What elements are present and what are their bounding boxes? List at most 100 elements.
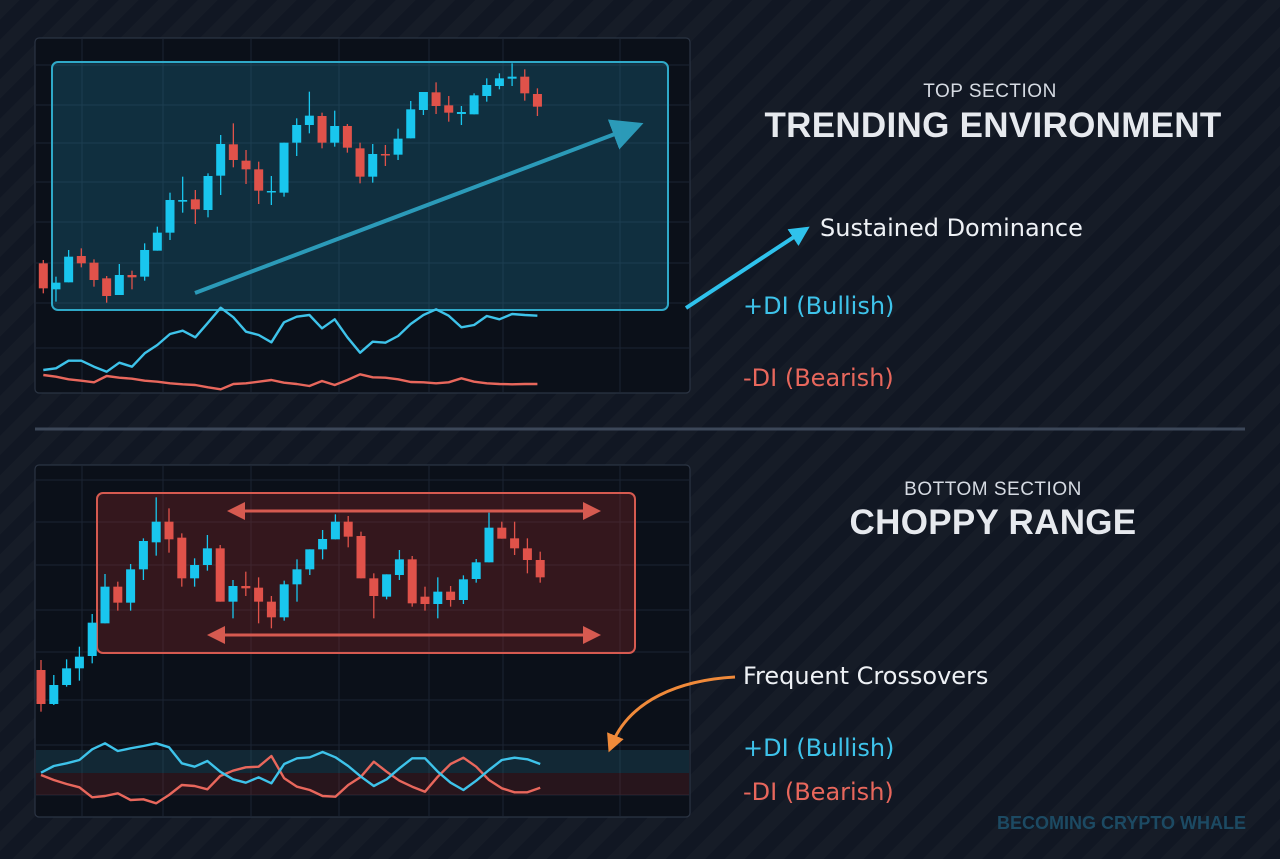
bullish-candle	[494, 73, 504, 90]
candle-body	[343, 521, 353, 537]
candle-body	[178, 200, 188, 202]
bullish-candle	[292, 118, 302, 156]
sustained-dominance-label: Sustained Dominance	[820, 214, 1083, 242]
minus-di-line	[43, 373, 538, 391]
candle-body	[318, 539, 328, 550]
bullish-candle	[279, 142, 289, 197]
bullish-candle	[100, 574, 110, 624]
crossover-arrow	[607, 675, 736, 753]
candle-body	[279, 584, 289, 618]
bearish-candle	[497, 521, 507, 539]
bullish-candle	[382, 574, 392, 600]
bullish-candle	[456, 106, 466, 125]
candle-body	[36, 670, 46, 704]
bearish-candle	[431, 82, 441, 114]
bottom-section-kicker: BOTTOM SECTION	[904, 479, 1082, 500]
bearish-candle	[407, 556, 417, 607]
bullish-candle	[469, 93, 479, 115]
candle-body	[177, 537, 187, 579]
bearish-candle	[446, 586, 456, 607]
sustained-dominance-arrow	[684, 226, 810, 310]
bullish-candle	[471, 559, 481, 583]
bearish-candle	[215, 545, 225, 602]
candle-body	[241, 160, 251, 170]
plus-di-band	[36, 750, 689, 773]
candle-body	[420, 596, 430, 604]
candle-body	[458, 579, 468, 600]
candle-body	[355, 148, 365, 177]
candle-body	[74, 656, 84, 669]
bearish-candle	[38, 260, 48, 294]
bullish-candle	[64, 250, 74, 283]
bearish-candle	[228, 123, 238, 168]
minus-di-line	[40, 754, 541, 805]
candle-body	[38, 263, 48, 289]
candle-body	[113, 586, 123, 603]
bullish-candle	[152, 226, 162, 251]
candle-body	[215, 548, 225, 602]
bearish-candle	[522, 538, 532, 574]
candle-body	[494, 78, 504, 86]
candle-body	[342, 126, 352, 148]
candle-body	[380, 154, 390, 156]
bullish-candle	[126, 564, 136, 611]
candle-body	[520, 76, 530, 94]
candle-body	[266, 601, 276, 618]
bottom-candles	[36, 497, 545, 712]
bearish-candle	[36, 660, 46, 712]
bullish-candle	[62, 659, 72, 687]
bottom-grid	[36, 466, 689, 816]
bearish-candle	[127, 270, 137, 290]
bullish-candle	[305, 549, 315, 575]
candle-body	[535, 560, 545, 578]
top-candles	[38, 63, 542, 303]
candle-body	[151, 521, 161, 543]
candle-body	[497, 527, 507, 539]
bullish-candle	[304, 91, 314, 134]
candle-body	[330, 521, 340, 540]
bullish-candle	[178, 176, 188, 213]
candle-body	[254, 587, 264, 602]
candle-body	[418, 92, 428, 110]
candle-body	[254, 169, 264, 191]
bearish-candle	[355, 142, 365, 184]
candle-body	[279, 142, 289, 193]
top-section-kicker: TOP SECTION	[923, 81, 1057, 102]
bullish-candle	[228, 580, 238, 619]
bearish-candle	[535, 551, 545, 583]
bullish-candle	[279, 580, 289, 621]
candle-body	[138, 541, 148, 570]
candle-body	[369, 578, 379, 596]
candle-body	[64, 256, 74, 283]
minus-di-band	[36, 773, 689, 795]
candle-body	[317, 116, 327, 143]
bearish-candle	[420, 586, 430, 611]
bullish-candle	[393, 128, 403, 160]
candle-body	[446, 591, 456, 600]
bearish-candle	[113, 581, 123, 611]
bearish-candle	[369, 573, 379, 619]
frequent-crossovers-label: Frequent Crossovers	[743, 662, 989, 690]
candle-body	[140, 250, 150, 277]
bullish-candle	[368, 144, 378, 183]
candle-body	[164, 521, 174, 540]
bullish-candle	[318, 530, 328, 560]
candle-body	[482, 85, 492, 96]
bearish-candle	[254, 577, 264, 624]
bearish-candle	[317, 112, 327, 149]
top-section-title: TRENDING ENVIRONMENT	[764, 106, 1222, 145]
bearish-candle	[89, 259, 99, 287]
bearish-candle	[356, 531, 366, 579]
bullish-candle	[507, 63, 517, 86]
top-plus-di-label: +DI (Bullish)	[743, 292, 895, 320]
top-grid	[36, 39, 689, 392]
candle-body	[100, 586, 110, 624]
bearish-candle	[266, 596, 276, 629]
bottom-di-lines	[40, 742, 541, 805]
candle-body	[406, 109, 416, 139]
bullish-candle	[458, 575, 468, 604]
candle-body	[393, 138, 403, 155]
bearish-candle	[241, 571, 251, 596]
candle-body	[356, 536, 366, 579]
candle-body	[304, 115, 314, 125]
